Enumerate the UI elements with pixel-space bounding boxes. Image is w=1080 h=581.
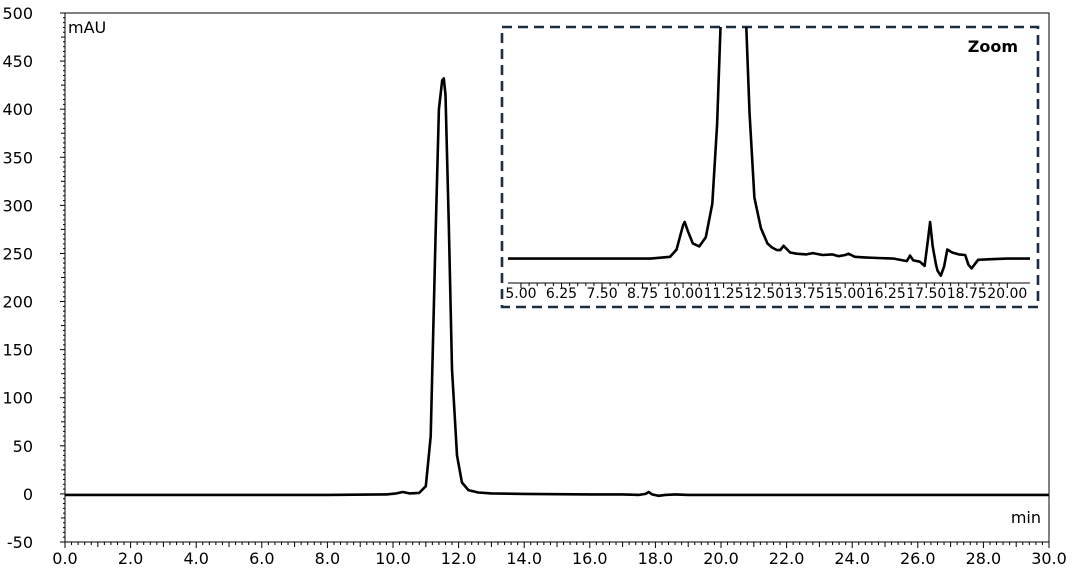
y-tick-label: 0 <box>23 485 33 504</box>
inset-chromatogram-trace <box>508 27 1030 277</box>
inset-x-tick-label: 15.00 <box>825 286 865 302</box>
y-tick-label: 100 <box>2 389 33 408</box>
y-tick-label: 200 <box>2 293 33 312</box>
y-tick-label: 300 <box>2 196 33 215</box>
y-tick-label: 150 <box>2 341 33 360</box>
x-tick-label: 22.0 <box>769 549 805 568</box>
inset-x-tick-label: 10.00 <box>663 286 703 302</box>
x-tick-label: 18.0 <box>638 549 674 568</box>
y-tick-label: 350 <box>2 148 33 167</box>
inset-x-tick-label: 20.00 <box>987 286 1027 302</box>
x-tick-label: 28.0 <box>966 549 1002 568</box>
x-tick-label: 6.0 <box>249 549 274 568</box>
inset-x-tick-label: 17.50 <box>906 286 946 302</box>
y-tick-label: -50 <box>7 533 33 552</box>
inset-x-tick-label: 6.25 <box>546 286 577 302</box>
x-tick-label: 2.0 <box>118 549 143 568</box>
x-tick-label: 16.0 <box>572 549 608 568</box>
y-tick-label: 250 <box>2 244 33 263</box>
main-y-unit-label: mAU <box>68 18 106 37</box>
x-tick-label: 4.0 <box>183 549 208 568</box>
x-tick-label: 10.0 <box>375 549 411 568</box>
x-tick-label: 12.0 <box>441 549 477 568</box>
inset-frame <box>500 25 1040 309</box>
x-tick-label: 20.0 <box>703 549 739 568</box>
inset-title: Zoom <box>968 37 1018 56</box>
x-tick-label: 24.0 <box>834 549 870 568</box>
inset-axes: 5.00 6.25 7.50 8.75 10.00 11.25 12.50 13.75 15.0… <box>505 282 1030 302</box>
inset-x-tick-label: 5.00 <box>505 286 536 302</box>
x-tick-label: 14.0 <box>506 549 542 568</box>
inset-x-tick-label: 16.25 <box>866 286 906 302</box>
x-tick-label: 26.0 <box>900 549 936 568</box>
y-tick-label: 50 <box>13 437 33 456</box>
inset-x-tick-label: 7.50 <box>586 286 617 302</box>
y-tick-label: 400 <box>2 100 33 119</box>
main-x-unit-label: min <box>1011 508 1041 527</box>
inset-x-tick-label: 13.75 <box>785 286 825 302</box>
main-axes: 0.0 2.0 4.0 6.0 8.0 10.0 12.0 14.0 16.0 18.0 20.0 2… <box>2 4 1066 568</box>
x-tick-label: 8.0 <box>315 549 340 568</box>
x-tick-label: 0.0 <box>52 549 77 568</box>
inset-x-tick-label: 18.75 <box>947 286 987 302</box>
y-tick-label: 500 <box>2 4 33 23</box>
y-tick-label: 450 <box>2 52 33 71</box>
main-chromatogram-trace <box>65 77 1049 498</box>
inset-x-tick-label: 8.75 <box>627 286 658 302</box>
inset-x-tick-label: 12.50 <box>744 286 784 302</box>
x-tick-label: 30.0 <box>1031 549 1067 568</box>
inset-x-tick-label: 11.25 <box>704 286 744 302</box>
